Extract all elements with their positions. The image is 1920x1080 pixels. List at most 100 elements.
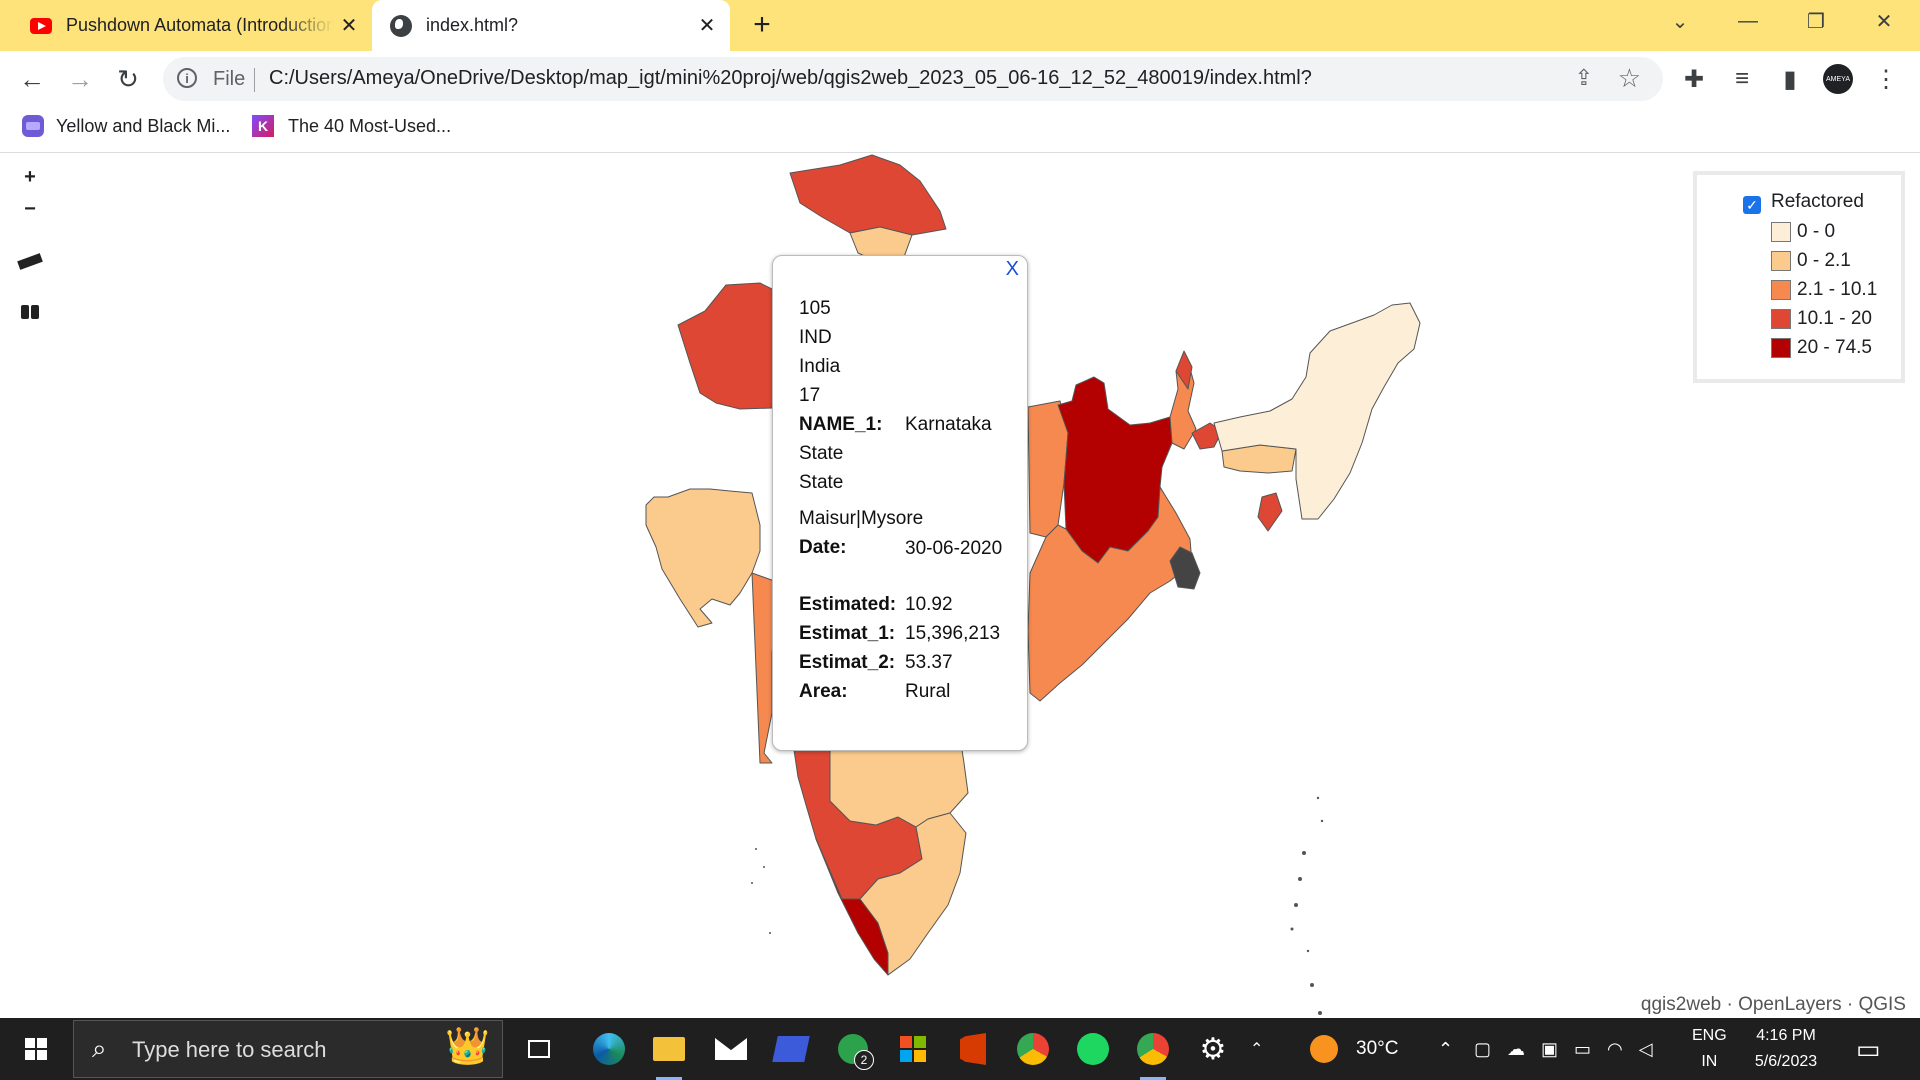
- region-tripura[interactable]: [1257, 492, 1283, 532]
- zoom-out-button[interactable]: −: [24, 198, 36, 220]
- popup-value: 105: [799, 298, 831, 319]
- weather-widget[interactable]: 30°C: [1310, 1018, 1398, 1080]
- tab-close-icon[interactable]: ✕: [698, 15, 716, 37]
- url-text[interactable]: C:/Users/Ameya/OneDrive/Desktop/map_igt/…: [269, 67, 1312, 89]
- extensions-icon[interactable]: ✚: [1683, 65, 1705, 93]
- popup-field-key: Estimat_2:: [799, 652, 896, 673]
- start-button[interactable]: [0, 1018, 72, 1080]
- window-close-button[interactable]: ✕: [1875, 10, 1893, 33]
- clock-date: 5/6/2023: [1754, 1053, 1818, 1070]
- xbox-icon[interactable]: 2: [830, 1026, 876, 1072]
- legend-class: 10.1 - 20: [1771, 308, 1872, 330]
- visual-studio-icon[interactable]: [768, 1026, 814, 1072]
- taskbar-search-box[interactable]: ⌕ Type here to search 👑: [73, 1020, 503, 1078]
- zoom-in-button[interactable]: +: [24, 166, 36, 188]
- reload-button[interactable]: ↻: [117, 63, 139, 94]
- microsoft-store-icon[interactable]: [890, 1026, 936, 1072]
- legend-class-label: 2.1 - 10.1: [1797, 279, 1878, 300]
- region-gujarat[interactable]: [645, 488, 761, 628]
- region-sikkim[interactable]: [1175, 350, 1193, 390]
- measure-ruler-icon[interactable]: [16, 247, 44, 275]
- legend-swatch: [1771, 338, 1791, 358]
- canva-icon: [22, 115, 44, 137]
- office-icon[interactable]: [950, 1026, 996, 1072]
- region-tamil-nadu[interactable]: [859, 812, 967, 976]
- tab-strip: Pushdown Automata (Introduction ✕ index.…: [0, 0, 1920, 51]
- overflow-arrows-icon[interactable]: ⌃: [1250, 1041, 1264, 1058]
- profile-avatar[interactable]: AMEYA: [1822, 63, 1854, 95]
- tab-youtube[interactable]: Pushdown Automata (Introduction ✕: [14, 0, 372, 51]
- windows-taskbar: ⌕ Type here to search 👑 2 ⚙ ⌃ 30°C ⌃: [0, 1018, 1920, 1080]
- chrome-icon[interactable]: [1010, 1026, 1056, 1072]
- file-explorer-icon[interactable]: [646, 1026, 692, 1080]
- bookmark-item[interactable]: Yellow and Black Mi...: [22, 115, 230, 137]
- chrome-menu-icon[interactable]: ⋮: [1874, 65, 1898, 93]
- layer-legend: ✓ Refactored 0 - 0 0 - 2.1 2.1 - 10.1 10…: [1693, 171, 1905, 383]
- spotify-icon[interactable]: [1070, 1026, 1116, 1072]
- back-button[interactable]: ←: [19, 63, 45, 94]
- popup-field-value: 53.37: [905, 652, 953, 673]
- map-attribution[interactable]: qgis2web · OpenLayers · QGIS: [1640, 994, 1906, 1015]
- youtube-icon: [30, 17, 52, 34]
- tab-index-html[interactable]: index.html? ✕: [372, 0, 730, 51]
- settings-gear-icon[interactable]: ⚙: [1199, 1032, 1227, 1066]
- popup-field-key: NAME_1:: [799, 414, 883, 435]
- minimize-button[interactable]: —: [1738, 9, 1758, 32]
- notification-center-icon[interactable]: ▭: [1856, 1033, 1881, 1064]
- region-central-east[interactable]: [1027, 400, 1069, 538]
- media-control-icon[interactable]: ≡: [1734, 65, 1749, 92]
- mail-icon[interactable]: [708, 1026, 754, 1072]
- site-info-icon[interactable]: i: [177, 68, 197, 88]
- popup-value: 17: [799, 385, 821, 406]
- binoculars-search-icon[interactable]: [16, 299, 44, 327]
- popup-value: India: [799, 356, 841, 377]
- language-code: ENG: [1692, 1027, 1727, 1044]
- tab-search-button[interactable]: ⌄: [1671, 10, 1689, 33]
- popup-close-button[interactable]: X: [1005, 258, 1019, 280]
- layer-toggle-checkbox[interactable]: ✓: [1743, 196, 1761, 214]
- island-markers: [751, 796, 1324, 1015]
- region-odisha[interactable]: [1027, 486, 1193, 702]
- clock[interactable]: 4:16 PM 5/6/2023: [1746, 1018, 1826, 1080]
- restore-button[interactable]: ❐: [1807, 10, 1825, 33]
- show-hidden-icons[interactable]: ⌃: [1438, 1038, 1454, 1059]
- forward-button[interactable]: →: [67, 63, 93, 94]
- wifi-icon: ◠: [1607, 1038, 1623, 1059]
- region-sundarbans[interactable]: [1169, 546, 1201, 590]
- legend-class-label: 0 - 2.1: [1797, 250, 1851, 271]
- onedrive-error-icon: ☁: [1507, 1038, 1526, 1059]
- system-tray-icons[interactable]: ▢ ☁ ▣ ▭ ◠ ◁: [1474, 1018, 1653, 1080]
- chrome-profile-icon[interactable]: [1130, 1026, 1176, 1080]
- edge-icon[interactable]: [586, 1026, 632, 1072]
- new-tab-button[interactable]: +: [753, 8, 771, 41]
- region-northeast[interactable]: [1213, 302, 1421, 520]
- tab-title: Pushdown Automata (Introduction: [66, 15, 334, 35]
- region-assam-corridor[interactable]: [1191, 422, 1223, 450]
- avatar: AMEYA: [1823, 64, 1853, 94]
- feature-info-popup: X 105 IND India 17 NAME_1: Karnataka Sta…: [772, 255, 1028, 751]
- map-viewport[interactable]: + − ✓ Refactored 0 - 0 0 - 2.1 2.1 - 10.…: [0, 153, 1920, 1018]
- bookmarks-bar: Yellow and Black Mi... K The 40 Most-Use…: [0, 106, 1920, 153]
- bookmark-star-icon[interactable]: ☆: [1617, 63, 1641, 93]
- region-rajasthan[interactable]: [677, 282, 781, 410]
- share-icon[interactable]: ⇪: [1574, 65, 1593, 90]
- legend-class: 2.1 - 10.1: [1771, 279, 1877, 301]
- popup-field-key: Estimat_1:: [799, 623, 896, 644]
- legend-layer-name: Refactored: [1771, 191, 1864, 212]
- language-indicator[interactable]: ENG IN: [1692, 1018, 1727, 1080]
- popup-field-key: Date:: [799, 537, 847, 558]
- tab-close-icon[interactable]: ✕: [340, 15, 358, 37]
- legend-class-label: 20 - 74.5: [1797, 337, 1872, 358]
- windows-logo-icon: [25, 1038, 47, 1060]
- address-bar[interactable]: i File C:/Users/Ameya/OneDrive/Desktop/m…: [163, 57, 1663, 101]
- popup-field-key: Area:: [799, 681, 848, 702]
- region-jammu-kashmir[interactable]: [789, 154, 947, 236]
- legend-class-label: 0 - 0: [1797, 221, 1836, 242]
- legend-class: 0 - 2.1: [1771, 250, 1851, 272]
- address-separator: [254, 68, 255, 92]
- bookmark-item[interactable]: K The 40 Most-Used...: [252, 115, 451, 137]
- xbox-notification-badge: 2: [854, 1050, 874, 1070]
- task-view-icon[interactable]: [516, 1026, 562, 1072]
- popup-value: IND: [799, 327, 832, 348]
- side-panel-icon[interactable]: ▮: [1783, 65, 1797, 93]
